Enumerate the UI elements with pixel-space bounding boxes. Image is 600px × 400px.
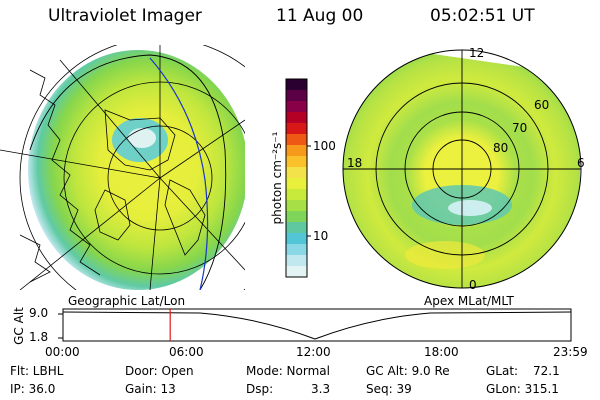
status-gain: Gain: 13	[125, 382, 176, 396]
colorbar-segment	[286, 90, 307, 102]
latitude-circle	[19, 45, 245, 290]
colorbar-segment	[286, 101, 307, 113]
colorbar-segment	[286, 123, 307, 135]
colorbar-segment	[286, 244, 307, 256]
timeline-y-tick: 9.0	[29, 306, 49, 320]
timeline-x-tick: 18:00	[424, 345, 459, 359]
status-glon: GLon: 315.1	[486, 382, 559, 396]
longitude-line	[0, 149, 161, 179]
right-panel-caption: Apex MLat/MLT	[424, 294, 514, 308]
instrument-title: Ultraviolet Imager	[48, 6, 202, 26]
coastline	[104, 109, 176, 171]
time-label: 05:02:51 UT	[430, 6, 535, 26]
longitude-line	[159, 119, 245, 179]
timeline-y-tick: 1.8	[29, 330, 49, 344]
colorbar-segment	[286, 167, 307, 179]
colorbar-segment	[286, 112, 307, 124]
coastline	[29, 69, 101, 276]
altitude-curve	[62, 311, 572, 340]
colorbar-segment	[286, 211, 307, 223]
status-dsp-value: 3.3	[311, 382, 331, 396]
coastline	[19, 234, 51, 283]
mlt-label-dawn: 6	[577, 156, 585, 170]
mlt-label-noon: 12	[469, 46, 485, 60]
status-filter: Flt: LBHL	[10, 364, 64, 378]
aurora-image	[343, 50, 580, 288]
status-door: Door: Open	[125, 364, 194, 378]
status-glat-value: 72.1	[533, 364, 560, 378]
status-seq: Seq: 39	[366, 382, 412, 396]
longitude-line	[149, 177, 161, 290]
earth-limb	[29, 54, 227, 290]
left-panel-caption: Geographic Lat/Lon	[68, 294, 186, 308]
colorbar-segment	[286, 79, 307, 91]
aurora-image	[28, 50, 245, 290]
status-gc-alt: GC Alt: 9.0 Re	[366, 364, 450, 378]
colorbar-segment	[286, 156, 307, 168]
colorbar-segment	[286, 200, 307, 212]
colorbar-segment	[286, 189, 307, 201]
timeline-x-tick: 23:59	[553, 345, 588, 359]
colorbar-segment	[286, 145, 307, 157]
longitude-line	[19, 177, 161, 290]
colorbar-tick-label: 100	[313, 139, 336, 153]
colorbar-tick-label: 10	[313, 229, 329, 243]
date-label: 11 Aug 00	[276, 6, 364, 26]
mlat-label: 70	[512, 121, 528, 135]
timeline-x-tick: 00:00	[45, 345, 80, 359]
coastline	[94, 189, 131, 241]
timeline-x-tick: 12:00	[296, 345, 331, 359]
colorbar-segment	[286, 266, 307, 278]
status-ip: IP: 36.0	[10, 382, 56, 396]
mlt-label-midnight: 0	[469, 278, 477, 292]
colorbar-segment	[286, 178, 307, 190]
status-dsp: Dsp:	[246, 382, 274, 396]
timeline-x-tick: 06:00	[169, 345, 204, 359]
terminator-line	[149, 57, 209, 290]
coastline	[164, 179, 206, 256]
colorbar-segment	[286, 134, 307, 146]
mlat-label: 80	[493, 141, 509, 155]
colorbar-segment	[286, 255, 307, 267]
mlt-label-dusk: 18	[347, 156, 363, 170]
colorbar-segment	[286, 222, 307, 234]
status-glat: GLat:	[486, 364, 519, 378]
colorbar-segment	[286, 233, 307, 245]
status-mode: Mode: Normal	[246, 364, 330, 378]
mlat-label: 60	[534, 98, 550, 112]
longitude-line	[159, 177, 245, 271]
